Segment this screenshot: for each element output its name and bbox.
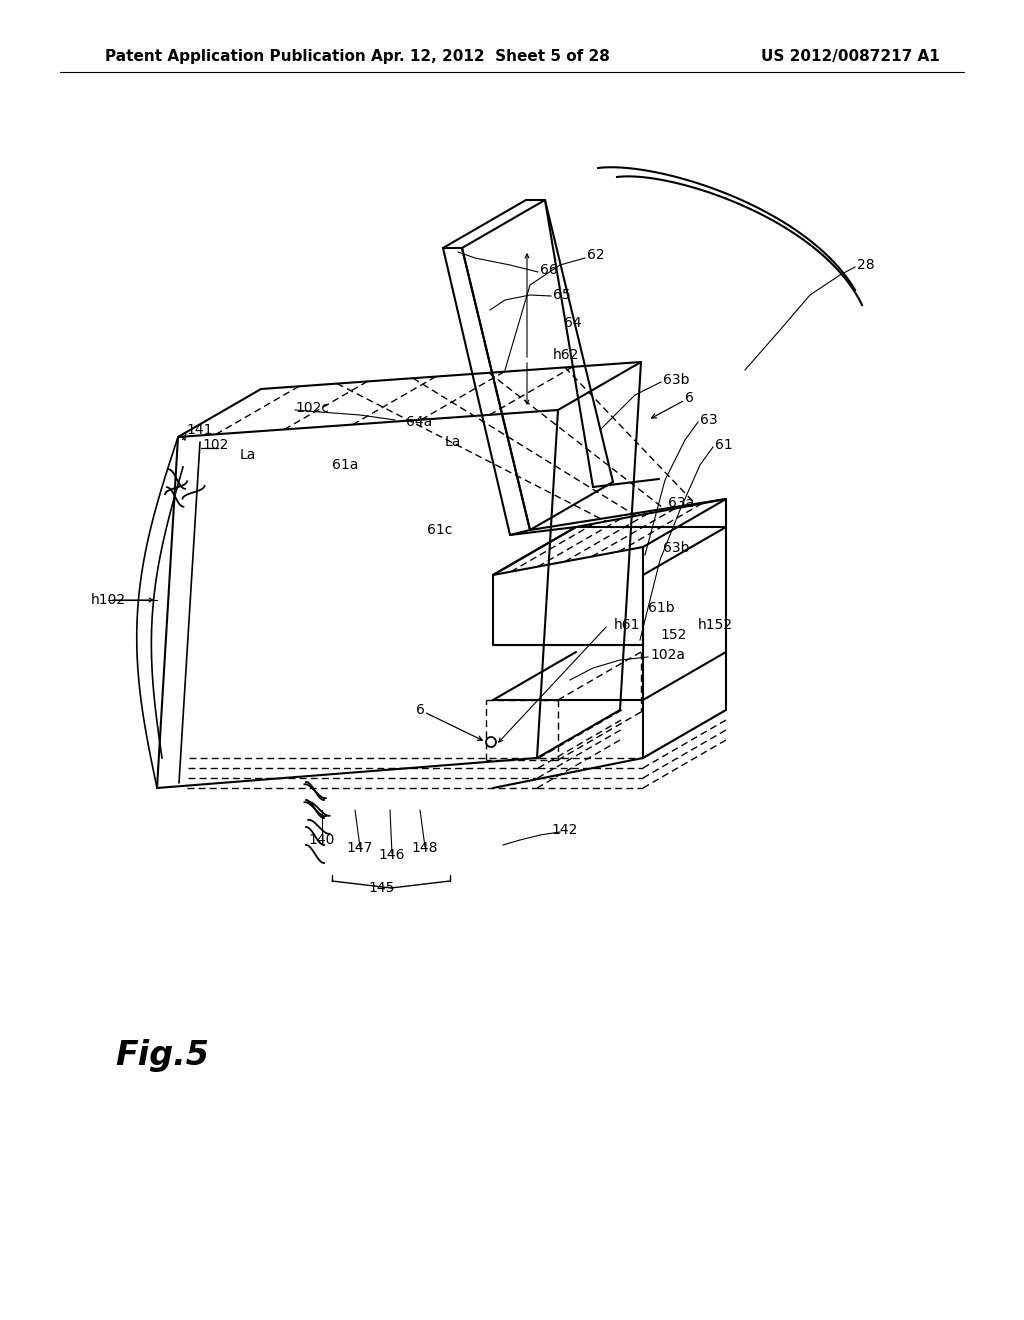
Text: 6: 6	[416, 704, 424, 717]
Text: La: La	[444, 436, 461, 449]
Text: 102: 102	[202, 438, 228, 451]
Text: 140: 140	[309, 833, 335, 847]
Text: 62: 62	[587, 248, 604, 261]
Text: 102c: 102c	[295, 401, 329, 414]
Text: 152: 152	[660, 628, 686, 642]
Text: La: La	[240, 447, 256, 462]
Text: US 2012/0087217 A1: US 2012/0087217 A1	[761, 49, 940, 65]
Text: 63b: 63b	[663, 374, 689, 387]
Text: 61b: 61b	[648, 601, 675, 615]
Text: 64a: 64a	[406, 414, 432, 429]
Text: Patent Application Publication: Patent Application Publication	[105, 49, 366, 65]
Text: 63: 63	[700, 413, 718, 426]
Text: 66: 66	[540, 263, 558, 277]
Text: Fig.5: Fig.5	[115, 1039, 209, 1072]
Text: 145: 145	[369, 880, 395, 895]
Text: 61: 61	[715, 438, 733, 451]
Text: 65: 65	[553, 288, 570, 302]
Text: 147: 147	[347, 841, 373, 855]
Text: h62: h62	[553, 348, 580, 362]
Text: 28: 28	[857, 257, 874, 272]
Text: 148: 148	[412, 841, 438, 855]
Text: 141: 141	[186, 422, 213, 437]
Text: 63b: 63b	[663, 541, 689, 554]
Text: Apr. 12, 2012  Sheet 5 of 28: Apr. 12, 2012 Sheet 5 of 28	[371, 49, 609, 65]
Text: 146: 146	[379, 847, 406, 862]
Text: 63a: 63a	[668, 496, 694, 510]
Text: 142: 142	[552, 822, 579, 837]
Text: 102a: 102a	[650, 648, 685, 663]
Text: h152: h152	[698, 618, 733, 632]
Text: 61a: 61a	[332, 458, 358, 473]
Text: 64: 64	[564, 315, 582, 330]
Text: h61: h61	[613, 618, 640, 632]
Text: 61c: 61c	[427, 523, 453, 537]
Text: 6: 6	[685, 391, 694, 405]
Text: h102: h102	[90, 593, 126, 607]
